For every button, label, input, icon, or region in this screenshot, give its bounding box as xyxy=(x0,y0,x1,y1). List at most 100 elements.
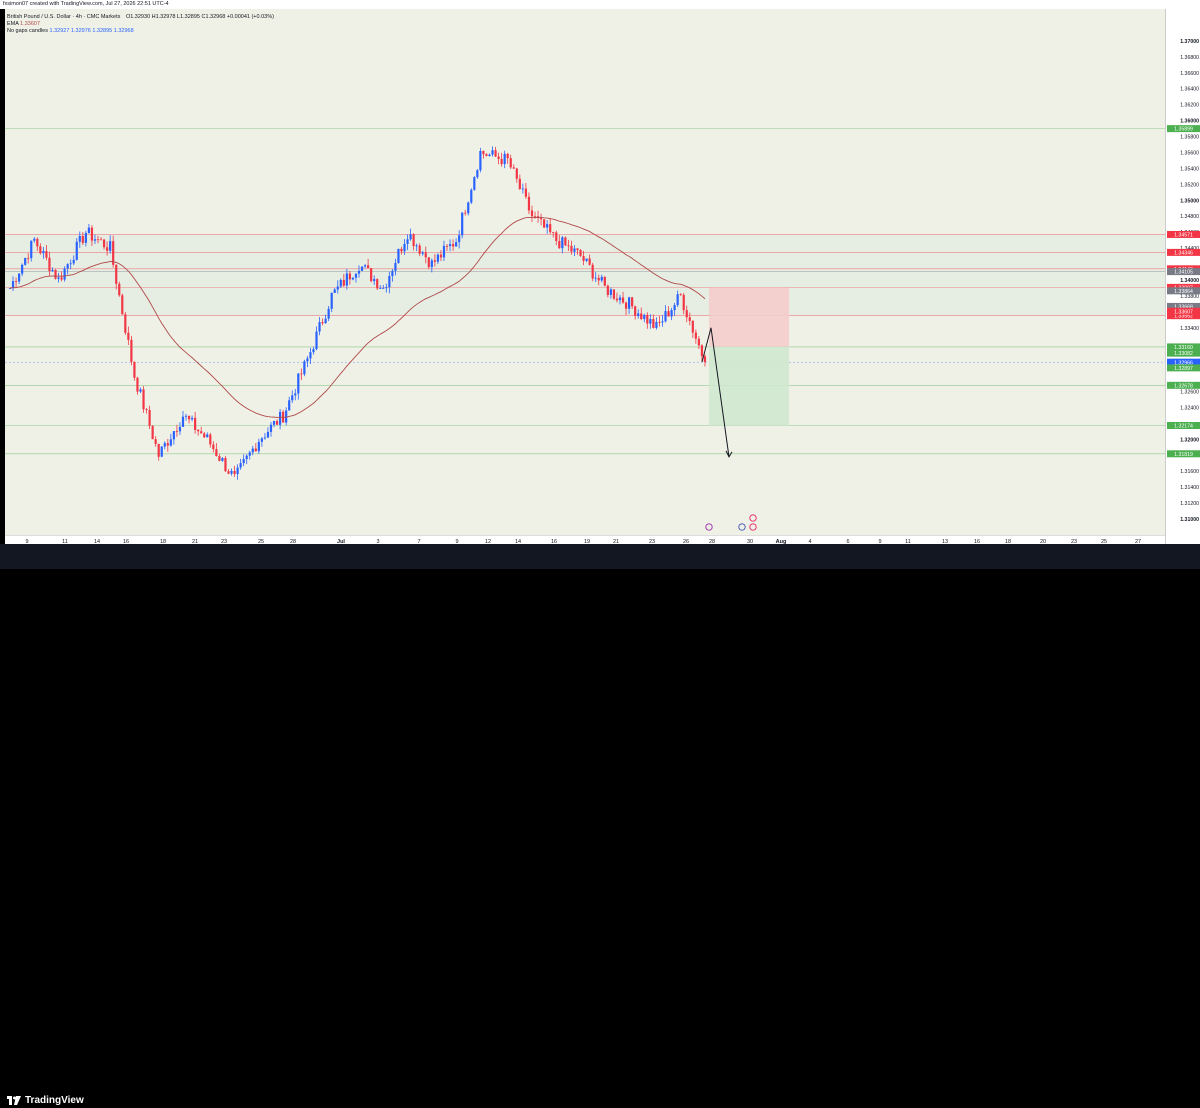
candle-body xyxy=(558,240,561,249)
candle-body xyxy=(549,224,552,233)
candle-body xyxy=(109,241,112,251)
candle-body xyxy=(543,219,546,228)
candle-body xyxy=(512,167,515,169)
candle-body xyxy=(145,409,148,411)
candle-body xyxy=(412,234,415,247)
time-tick-label: 27 xyxy=(1135,539,1141,545)
time-tick-label: 25 xyxy=(258,539,264,545)
candle-body xyxy=(45,251,48,258)
candle-body xyxy=(66,264,69,269)
chart-plot-area[interactable]: British Pound / U.S. Dollar · 4h · CMC M… xyxy=(5,9,1165,544)
time-scale[interactable]: 9 11 14 16 18 21 23 25 28 Jul 3 7 9 12 14 16 19 21 23 26 28 3… xyxy=(5,535,1165,545)
candle-body xyxy=(90,227,94,241)
time-tick-label: 21 xyxy=(192,539,198,545)
price-label-text: 1.31819 xyxy=(1174,452,1193,458)
chart-svg[interactable] xyxy=(5,9,1165,544)
candle-body xyxy=(588,258,591,265)
candle-body xyxy=(297,373,300,394)
price-label-badge xyxy=(1167,421,1200,429)
candle-body xyxy=(142,389,145,410)
candle-body xyxy=(294,393,297,396)
candle-body xyxy=(30,240,33,259)
price-label-text: 1.35899 xyxy=(1174,127,1193,133)
time-tick-label: 19 xyxy=(584,539,590,545)
candle-body xyxy=(327,308,330,319)
candle-body xyxy=(72,259,75,264)
candle-body xyxy=(148,409,151,426)
candle-body xyxy=(424,252,427,258)
projection-arrow xyxy=(701,327,730,457)
candle-body xyxy=(406,239,409,244)
price-tick-label: 1.31000 xyxy=(1180,517,1199,523)
time-tick-label: 9 xyxy=(25,539,28,545)
price-label-text: 1.33552 xyxy=(1174,314,1193,320)
time-tick-label: 23 xyxy=(649,539,655,545)
candle-body xyxy=(169,439,172,446)
candle-body xyxy=(348,273,351,280)
price-label-badge xyxy=(1167,248,1200,256)
candle-body xyxy=(703,356,707,363)
stop-loss-zone xyxy=(709,287,789,347)
candle-body xyxy=(154,439,157,444)
candle-body xyxy=(278,411,282,425)
candle-body xyxy=(69,263,72,265)
candle-body xyxy=(473,177,476,190)
candle-body xyxy=(673,305,676,311)
candle-body xyxy=(87,227,91,233)
candle-body xyxy=(75,241,78,260)
candle-body xyxy=(339,279,342,287)
candle-body xyxy=(376,279,379,289)
candle-body xyxy=(224,458,227,472)
candle-body xyxy=(582,256,585,261)
candle-body xyxy=(470,189,473,203)
candle-body xyxy=(433,260,436,262)
candle-body xyxy=(63,268,66,280)
legend-symbol: British Pound / U.S. Dollar · 4h · CMC M… xyxy=(7,14,121,20)
price-tick-label: 1.34000 xyxy=(1180,278,1199,284)
candle-body xyxy=(127,332,130,340)
candle-body xyxy=(667,311,670,317)
price-label-badge xyxy=(1167,358,1200,366)
candle-body xyxy=(57,277,60,279)
time-tick-label: 9 xyxy=(455,539,458,545)
tradingview-wordmark: TradingView xyxy=(25,1095,84,1106)
candle-body xyxy=(194,417,197,430)
created-by-text: fxsimon07 created with TradingView.com, … xyxy=(3,1,169,7)
tradingview-brand[interactable]: TradingView xyxy=(7,1095,84,1106)
candle-body xyxy=(190,417,194,420)
candle-body xyxy=(230,470,233,474)
candle-body xyxy=(93,239,97,241)
candle-body xyxy=(491,150,494,155)
candle-body xyxy=(488,154,491,156)
candle-body xyxy=(618,297,622,301)
candle-body xyxy=(266,431,270,438)
price-tick-label: 1.31600 xyxy=(1180,469,1199,475)
candle-body xyxy=(700,345,704,357)
candle-body xyxy=(624,302,628,309)
candle-body xyxy=(354,273,358,278)
candle-body xyxy=(24,257,27,265)
candle-body xyxy=(18,273,21,282)
candle-body xyxy=(649,319,652,324)
candle-body xyxy=(597,277,600,281)
candle-body xyxy=(99,239,103,241)
candle-body xyxy=(200,431,203,434)
candle-body xyxy=(318,322,321,332)
candle-body xyxy=(430,260,433,268)
candle-body xyxy=(342,279,345,286)
projection-arrowhead xyxy=(725,450,733,458)
candle-body xyxy=(415,245,418,247)
candle-body xyxy=(546,224,549,228)
candle-body xyxy=(272,421,276,425)
time-tick-label: 23 xyxy=(221,539,227,545)
price-scale[interactable]: 1.37000 1.36800 1.36600 1.36400 1.36200 1.360… xyxy=(1165,9,1200,544)
time-tick-label: Jul xyxy=(337,539,345,545)
price-label-badge xyxy=(1167,349,1200,357)
candle-body xyxy=(312,349,315,353)
candle-body xyxy=(694,332,697,339)
candle-body xyxy=(436,254,440,262)
candle-body xyxy=(233,470,236,475)
candle-body xyxy=(603,276,606,286)
time-tick-label: 14 xyxy=(94,539,100,545)
